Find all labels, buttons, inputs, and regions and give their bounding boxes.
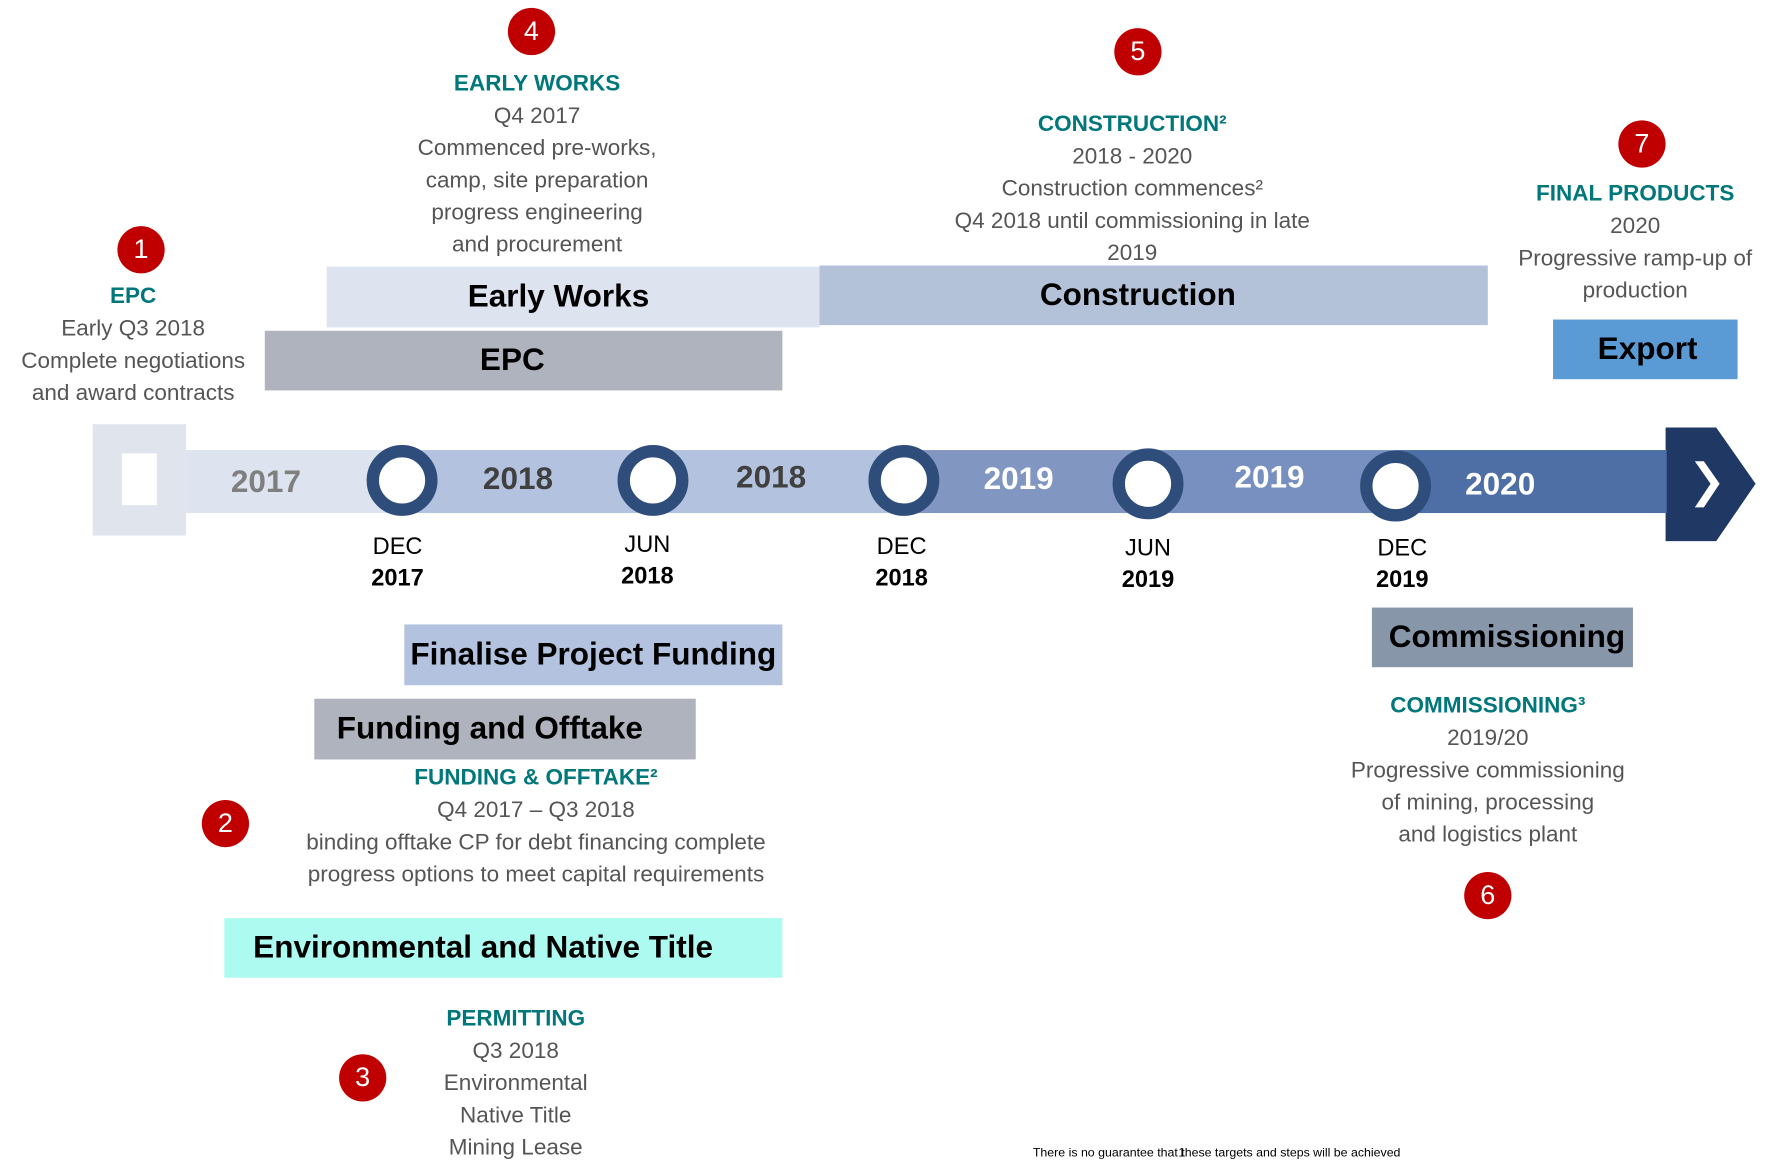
timeline-marker: [366, 444, 438, 516]
marker-month: DEC: [1377, 535, 1427, 561]
milestone-number: 5: [1130, 36, 1145, 66]
milestone-line: Progressive ramp-up of: [1518, 245, 1753, 270]
marker-year: 2018: [875, 566, 928, 592]
marker-month: DEC: [877, 534, 927, 560]
phase-bar-label: Construction: [1040, 276, 1236, 312]
milestone-number: 3: [355, 1062, 370, 1092]
milestone-heading: CONSTRUCTION²: [1038, 111, 1227, 136]
milestone-badge: [1464, 871, 1512, 920]
segment-year: 2018: [736, 459, 806, 495]
timeline-segment: [900, 450, 1150, 514]
milestone-line: Q4 2017: [494, 103, 580, 128]
milestone-line: Q3 2018: [473, 1038, 559, 1063]
milestone-line: Mining Lease: [449, 1134, 583, 1159]
marker-year: 2019: [1376, 567, 1429, 593]
phase-bar-label: Export: [1598, 330, 1698, 366]
milestone-line: Construction commences²: [1002, 176, 1264, 201]
milestone-line: of mining, processing: [1382, 789, 1595, 814]
milestone-badge: [507, 7, 556, 56]
marker-month: JUN: [624, 532, 670, 558]
segment-year: 2018: [483, 460, 553, 496]
milestone-line: progress options to meet capital require…: [308, 862, 764, 887]
timeline-segment: [399, 450, 651, 514]
phase-bar: [224, 918, 783, 978]
phase-bar-label: Funding and Offtake: [337, 710, 643, 746]
milestone-line: and logistics plant: [1398, 822, 1578, 847]
milestone-line: 2019: [1107, 240, 1157, 265]
milestone-line: Early Q3 2018: [61, 316, 205, 341]
milestone-line: Native Title: [460, 1102, 571, 1127]
footnote-text: There is no guarantee that these targets…: [1033, 1146, 1401, 1160]
timeline-marker: [868, 444, 940, 516]
milestone-badge: [1114, 28, 1162, 76]
segment-year: 2019: [984, 460, 1054, 496]
phase-bar: [326, 266, 820, 328]
marker-month: JUN: [1125, 535, 1171, 561]
milestone-line: camp, site preparation: [426, 167, 649, 192]
marker-year: 2018: [621, 563, 674, 589]
phase-bar-label: EPC: [480, 341, 545, 377]
phase-bar: [314, 698, 696, 760]
phase-bar: [1553, 319, 1738, 380]
segment-year: 2017: [231, 463, 301, 499]
milestone-line: and procurement: [452, 232, 623, 257]
milestone-badge: [339, 1054, 387, 1102]
milestone-heading: FINAL PRODUCTS: [1536, 181, 1734, 206]
phase-bar: [819, 265, 1488, 326]
milestone-line: binding offtake CP for debt financing co…: [306, 829, 765, 854]
milestone-line: Commenced pre-works,: [418, 135, 657, 160]
phase-bar: [264, 330, 783, 391]
milestone-line: 2019/20: [1447, 725, 1528, 750]
segment-year: 2020: [1465, 465, 1535, 501]
milestone-heading: PERMITTING: [446, 1005, 585, 1030]
milestone-number: 4: [524, 16, 539, 46]
marker-month: DEC: [373, 534, 423, 560]
milestone-number: 6: [1480, 880, 1495, 910]
timeline-marker: [1112, 448, 1184, 520]
milestone-heading: COMMISSIONING³: [1390, 693, 1586, 718]
milestone-line: progress engineering: [431, 199, 642, 224]
timeline-segment: [1148, 450, 1397, 514]
milestone-line: Q4 2018 until commissioning in late: [955, 208, 1310, 233]
phase-bar-label: Finalise Project Funding: [410, 635, 776, 671]
marker-year: 2017: [371, 566, 424, 592]
milestone-number: 2: [218, 808, 233, 838]
timeline-marker: [1360, 450, 1431, 522]
timeline-start-inner: [121, 453, 157, 506]
milestone-line: and award contracts: [32, 380, 235, 405]
milestone-badge: [1618, 120, 1666, 168]
milestone-line: Progressive commissioning: [1351, 757, 1625, 782]
milestone-badge: [201, 799, 250, 848]
milestone-heading: EARLY WORKS: [454, 70, 620, 95]
phase-bar-label: Early Works: [468, 277, 650, 313]
arrow-chevron: [1694, 461, 1720, 508]
milestone-number: 1: [134, 234, 149, 264]
footnote-number: 1: [1178, 1146, 1185, 1160]
milestone-line: Complete negotiations: [21, 348, 245, 373]
milestone-badge: [117, 226, 165, 274]
milestone-line: Environmental: [444, 1070, 588, 1095]
milestone-line: Q4 2017 – Q3 2018: [437, 797, 635, 822]
phase-bar-label: Commissioning: [1389, 618, 1625, 654]
milestone-heading: EPC: [110, 283, 156, 308]
timeline-segment: [1395, 450, 1667, 514]
milestone-line: 2018 - 2020: [1072, 143, 1192, 168]
segment-year: 2019: [1235, 459, 1305, 495]
milestone-heading: FUNDING & OFFTAKE²: [414, 765, 658, 790]
timeline-segment: [649, 450, 902, 514]
phase-bar: [1371, 607, 1633, 668]
milestone-line: 2020: [1610, 213, 1660, 238]
phase-bar: [404, 624, 783, 686]
milestone-number: 7: [1634, 128, 1649, 158]
timeline-marker: [617, 444, 689, 516]
phase-bar-label: Environmental and Native Title: [253, 928, 713, 964]
timeline-segment: [186, 450, 401, 514]
milestone-line: production: [1583, 278, 1688, 303]
marker-year: 2019: [1122, 567, 1175, 593]
